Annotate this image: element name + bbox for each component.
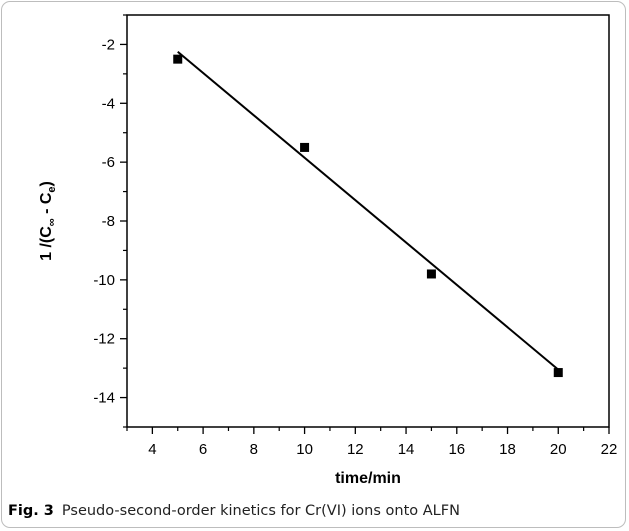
y-tick-label: -4 [102,95,115,112]
x-tick-label: 8 [250,441,258,458]
y-axis-label: 1 /(C∞ - Ce) [38,181,58,261]
y-label-end: ) [38,181,55,186]
y-tick-label: -6 [102,154,115,171]
y-tick-label: -14 [93,390,115,407]
y-tick-label: -10 [93,272,115,289]
x-tick-label: 12 [347,441,364,458]
x-tick-label: 6 [199,441,207,458]
figure-caption: Fig. 3 Pseudo-second-order kinetics for C… [8,503,460,519]
data-point [300,142,310,152]
figure-label: Fig. 3 [8,503,54,519]
x-tick-label: 14 [398,441,415,458]
x-tick-label: 22 [601,441,618,458]
caption-text: Pseudo-second-order kinetics for Cr(VI) … [61,503,460,519]
y-tick-label: -2 [102,36,115,53]
tick-labels: 4 6 8 10 12 14 16 18 20 22 -14 -12 -10 -8 -6 -4 -2 [93,36,617,458]
data-point [553,368,563,378]
chart-marks [173,51,563,378]
y-label-sub-e: e [46,186,58,192]
data-point [426,269,436,279]
x-tick-label: 4 [148,441,156,458]
y-label-sub-infinity: ∞ [46,218,58,226]
data-point [173,54,183,64]
y-tick-label: -12 [93,331,115,348]
fit-line [177,51,559,371]
axis-ticks [120,14,610,434]
y-label-mid: - C [38,192,55,218]
x-tick-label: 18 [499,441,516,458]
chart: 4 6 8 10 12 14 16 18 20 22 -14 -12 -10 -8 -6 -4 -2 time/… [38,14,617,487]
y-tick-label: -8 [102,213,115,230]
x-tick-label: 20 [550,441,567,458]
x-tick-label: 10 [296,441,313,458]
plot-area-frame [126,14,610,428]
y-label-main: 1 /(C [38,226,55,261]
x-tick-label: 16 [448,441,465,458]
x-axis-label: time/min [335,470,401,487]
